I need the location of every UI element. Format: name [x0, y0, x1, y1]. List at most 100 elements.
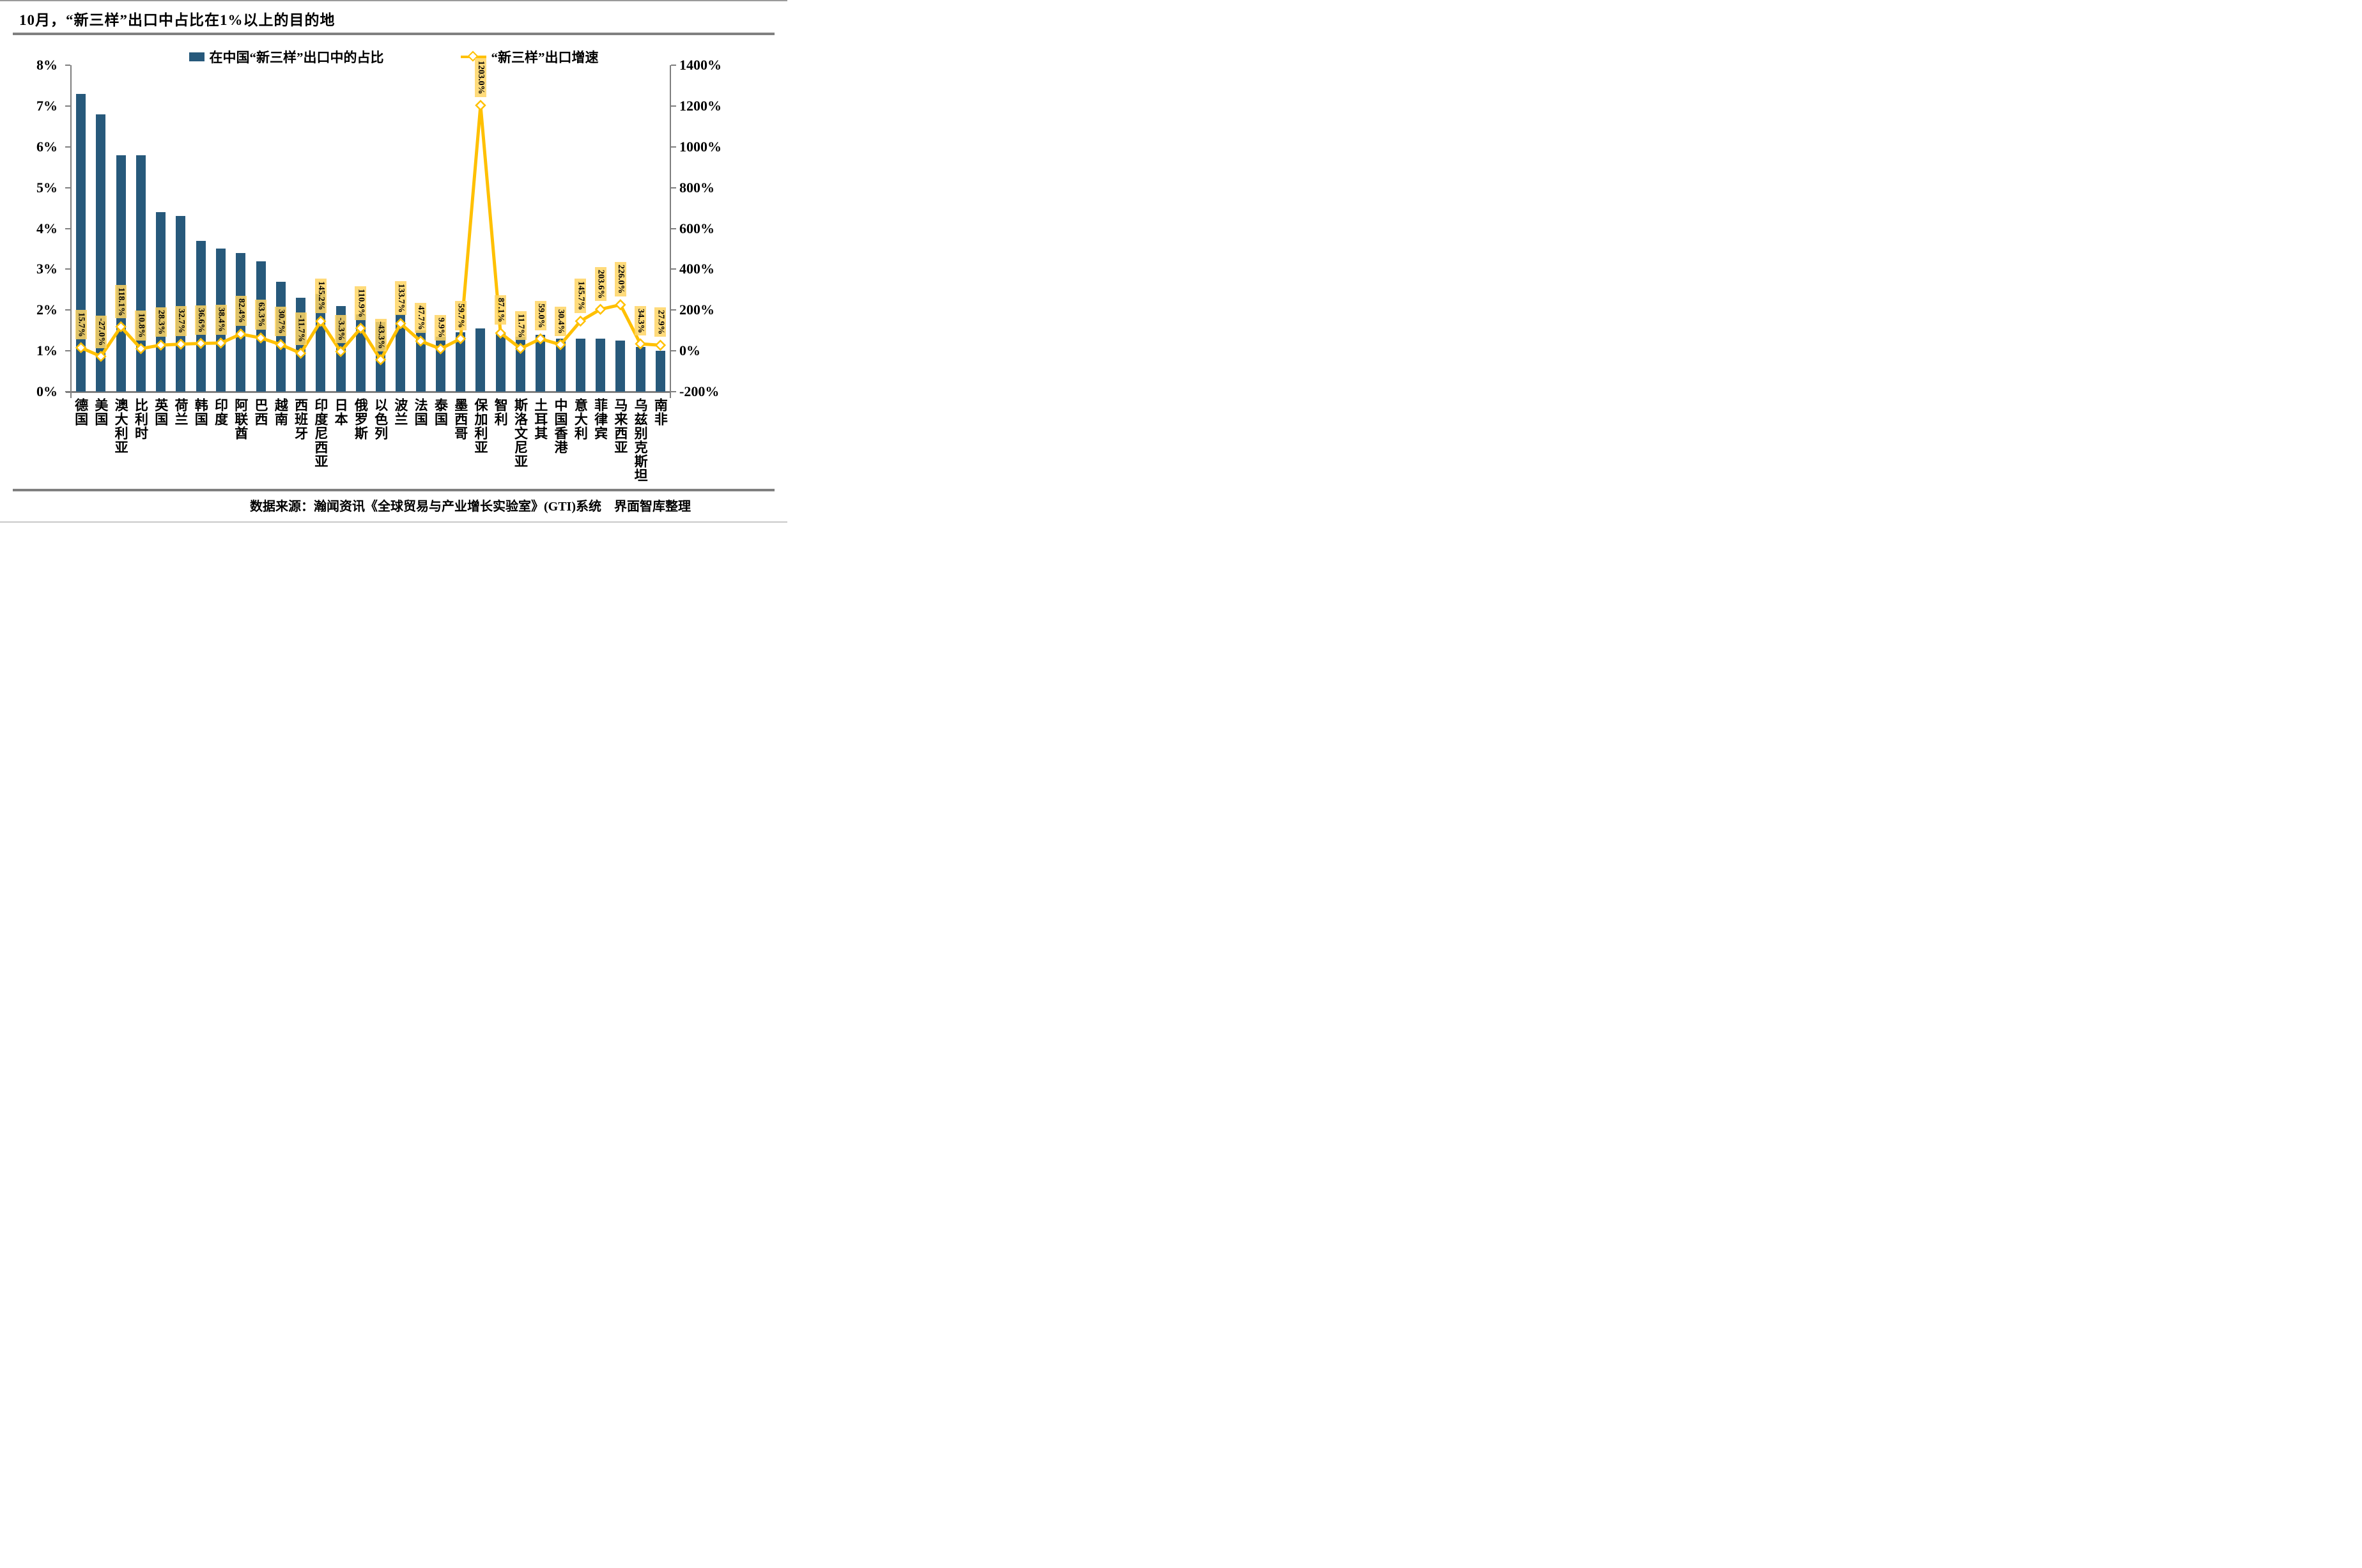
growth-data-label: 47.7% — [415, 303, 427, 333]
growth-data-label: 203.6% — [594, 266, 606, 302]
growth-data-label: 15.7% — [75, 309, 87, 340]
growth-data-label: 118.1% — [115, 284, 127, 319]
x-axis-label: 德国 — [73, 398, 89, 426]
growth-data-label: 87.1% — [495, 295, 507, 325]
share-bar — [536, 334, 546, 392]
growth-data-label: 63.3% — [255, 300, 267, 330]
x-axis-label: 泰国 — [433, 398, 449, 426]
growth-data-label: 28.3% — [155, 307, 167, 337]
left-axis-tick — [65, 309, 70, 311]
x-axis-label: 马来西亚 — [612, 398, 628, 454]
share-bar — [596, 338, 606, 392]
x-axis-label: 波兰 — [392, 398, 408, 426]
growth-marker-icon — [454, 333, 467, 344]
y-axis-tick-label-left: 8% — [36, 57, 58, 73]
title-divider — [13, 33, 775, 35]
growth-data-label: 133.7% — [394, 281, 406, 316]
growth-marker-icon — [215, 337, 227, 349]
growth-marker-icon — [654, 339, 667, 351]
y-axis-tick-label-left: 3% — [36, 261, 58, 277]
x-axis-label: 印度 — [213, 398, 229, 426]
growth-marker-icon — [235, 328, 247, 340]
growth-data-label: 1203.0% — [474, 58, 486, 97]
legend-item-growth: “新三样”出口增速 — [460, 47, 599, 66]
growth-marker-icon — [295, 348, 307, 359]
x-axis-label: 俄罗斯 — [353, 398, 369, 440]
growth-data-label: -43.3% — [374, 318, 387, 351]
left-axis-tick — [65, 146, 70, 148]
growth-data-label: 30.7% — [275, 306, 287, 337]
growth-data-label: 9.9% — [435, 315, 447, 341]
y-axis-tick-label-right: -200% — [679, 383, 720, 399]
growth-line — [75, 100, 667, 365]
growth-data-label: 32.7% — [174, 306, 187, 336]
right-axis-tick — [671, 227, 676, 229]
left-axis-tick — [65, 187, 70, 188]
growth-marker-icon — [495, 327, 507, 339]
left-axis-tick — [65, 268, 70, 270]
right-axis-tick — [671, 187, 676, 188]
growth-marker-icon — [395, 318, 406, 330]
source-note: 数据来源：瀚闻资讯《全球贸易与产业增长实验室》(GTI)系统 界面智库整理 — [250, 500, 691, 514]
y-axis-tick-label-right: 1200% — [679, 97, 722, 114]
legend: 在中国“新三样”出口中的占比 “新三样”出口增速 — [0, 47, 787, 66]
growth-data-label: 11.7% — [514, 311, 527, 341]
growth-data-label: -3.3% — [335, 315, 347, 344]
left-axis-tick — [65, 227, 70, 229]
left-axis-line — [70, 65, 72, 398]
growth-data-label: 145.2% — [314, 279, 327, 313]
y-axis-tick-label-right: 1400% — [679, 57, 722, 73]
footer-divider — [13, 489, 775, 491]
growth-marker-icon — [355, 322, 367, 334]
growth-marker-icon — [635, 338, 646, 350]
growth-marker-icon — [475, 100, 486, 111]
x-axis-label: 斯洛文尼亚 — [513, 398, 529, 468]
growth-marker-icon — [95, 350, 107, 362]
growth-marker-icon — [155, 339, 167, 351]
x-axis-label: 巴西 — [253, 398, 269, 426]
growth-data-label: 226.0% — [614, 262, 626, 296]
x-axis-label: 印度尼西亚 — [313, 398, 328, 468]
x-axis-label: 澳大利亚 — [113, 398, 129, 454]
growth-marker-icon — [255, 332, 266, 344]
growth-data-label: 145.7% — [575, 279, 587, 313]
growth-marker-icon — [514, 342, 527, 355]
y-axis-tick-label-left: 7% — [36, 97, 58, 114]
x-axis-line — [66, 391, 670, 393]
growth-data-label: 59.7% — [454, 300, 467, 331]
x-axis-label: 越南 — [273, 398, 289, 426]
left-axis-tick — [65, 391, 70, 392]
growth-data-label: 59.0% — [534, 300, 546, 331]
growth-marker-icon — [534, 333, 546, 345]
y-axis-tick-label-left: 4% — [36, 220, 58, 236]
left-axis-tick — [65, 105, 70, 107]
share-bar — [475, 328, 486, 392]
bar-swatch-icon — [189, 52, 205, 61]
growth-marker-icon — [275, 339, 287, 351]
right-axis-line — [670, 65, 671, 398]
share-bar — [176, 216, 186, 392]
right-axis-tick — [671, 309, 676, 311]
y-axis-tick-label-left: 2% — [36, 302, 58, 318]
x-axis-label: 日本 — [333, 398, 349, 426]
share-bar — [415, 330, 426, 392]
right-axis-tick — [671, 105, 676, 107]
growth-marker-icon — [195, 337, 207, 350]
growth-marker-icon — [575, 315, 587, 327]
right-axis-tick — [671, 65, 676, 66]
y-axis-tick-label-left: 6% — [36, 138, 58, 155]
x-axis-label: 以色列 — [373, 398, 389, 440]
right-axis-tick — [671, 391, 676, 392]
x-axis-label: 土耳其 — [532, 398, 548, 440]
growth-data-label: 110.9% — [355, 286, 367, 320]
x-axis-label: 菲律宾 — [592, 398, 608, 440]
growth-marker-icon — [335, 346, 346, 357]
right-axis-tick — [671, 268, 676, 270]
x-axis-label: 西班牙 — [293, 398, 309, 440]
share-bar — [655, 351, 665, 392]
right-axis-tick — [671, 146, 676, 148]
share-bar — [575, 338, 585, 392]
growth-data-label: 34.3% — [635, 305, 647, 336]
share-bar — [615, 341, 626, 392]
growth-data-label: -11.7% — [295, 312, 307, 345]
